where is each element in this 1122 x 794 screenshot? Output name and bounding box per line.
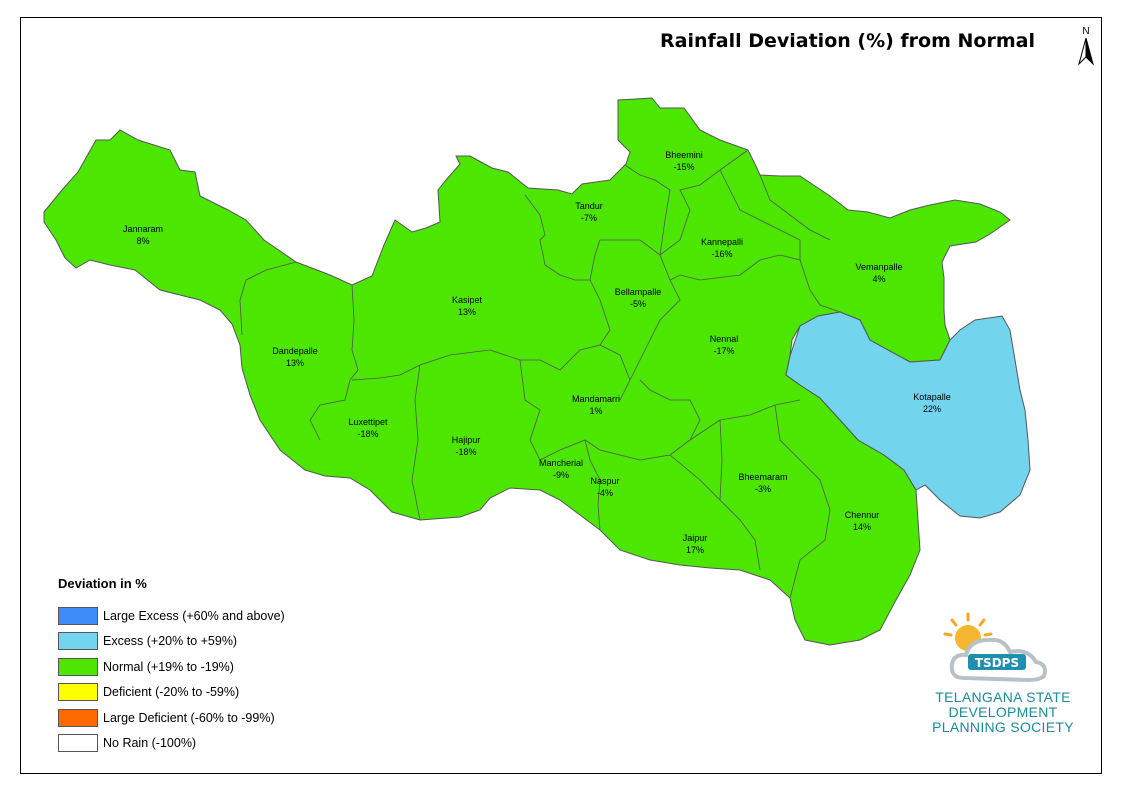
legend-label: Large Deficient (-60% to -99%) bbox=[103, 710, 275, 725]
mandal-name-tandur: Tandur bbox=[575, 201, 603, 211]
mandal-value-chennur: 14% bbox=[853, 522, 871, 532]
legend-swatch bbox=[58, 708, 98, 727]
mandal-name-kannepalli: Kannepalli bbox=[701, 237, 743, 247]
mandal-boundaries bbox=[239, 149, 841, 599]
mandal-value-bellampalle: -5% bbox=[630, 299, 646, 309]
legend-label: Normal (+19% to -19%) bbox=[103, 659, 234, 674]
logo-badge: TSDPS bbox=[975, 656, 1019, 670]
mandal-name-dandepalle: Dandepalle bbox=[272, 346, 318, 356]
mandal-name-hajipur: Hajipur bbox=[452, 435, 481, 445]
mandal-value-hajipur: -18% bbox=[455, 447, 476, 457]
mandal-name-bheemini: Bheemini bbox=[665, 150, 703, 160]
legend-title: Deviation in % bbox=[58, 576, 147, 591]
mandal-name-jaipur: Jaipur bbox=[683, 533, 708, 543]
legend-label: Deficient (-20% to -59%) bbox=[103, 685, 240, 700]
logo-line-1: TELANGANA STATE bbox=[935, 689, 1071, 705]
legend-swatch bbox=[58, 734, 98, 753]
map-frame bbox=[20, 17, 1102, 774]
mandal-name-naspur: Naspur bbox=[590, 476, 619, 486]
mandal-name-chennur: Chennur bbox=[845, 510, 880, 520]
kotapalle-region bbox=[785, 311, 1031, 519]
legend-swatch bbox=[58, 606, 98, 625]
mandal-name-kotapalle: Kotapalle bbox=[913, 392, 951, 402]
mandal-value-luxettipet: -18% bbox=[357, 429, 378, 439]
mandal-value-bheemaram: -3% bbox=[755, 484, 771, 494]
logo-line-2: DEVELOPMENT bbox=[948, 704, 1058, 720]
mandal-value-kannepalli: -16% bbox=[711, 249, 732, 259]
legend: Deviation in % Large Excess (+60% and ab… bbox=[58, 576, 285, 756]
mandal-value-mancherial: -9% bbox=[553, 470, 569, 480]
mandal-value-nennal: -17% bbox=[713, 346, 734, 356]
mandal-value-kotapalle: 22% bbox=[923, 404, 941, 414]
logo-line-3: PLANNING SOCIETY bbox=[932, 719, 1074, 735]
sun-cloud-icon: TSDPS bbox=[943, 612, 1047, 683]
mandal-name-vemanpalle: Vemanpalle bbox=[855, 262, 902, 272]
mandal-value-jaipur: 17% bbox=[686, 545, 704, 555]
legend-item: Deficient (-20% to -59%) bbox=[58, 680, 285, 706]
north-label: N bbox=[1082, 26, 1089, 37]
mandal-value-mandamarri: 1% bbox=[589, 406, 602, 416]
north-arrow-icon: N bbox=[1078, 26, 1094, 66]
legend-item: No Rain (-100%) bbox=[58, 731, 285, 757]
mandal-name-luxettipet: Luxettipet bbox=[348, 417, 388, 427]
mandal-value-jannaram: 8% bbox=[136, 236, 149, 246]
legend-swatch bbox=[58, 683, 98, 702]
legend-item: Large Deficient (-60% to -99%) bbox=[58, 705, 285, 731]
mandal-value-vemanpalle: 4% bbox=[872, 274, 885, 284]
mandal-value-bheemini: -15% bbox=[673, 162, 694, 172]
mandal-name-nennal: Nennal bbox=[710, 334, 739, 344]
legend-label: No Rain (-100%) bbox=[103, 736, 197, 751]
mandal-value-dandepalle: 13% bbox=[286, 358, 304, 368]
mandal-name-bheemaram: Bheemaram bbox=[738, 472, 787, 482]
legend-item: Excess (+20% to +59%) bbox=[58, 629, 285, 655]
district-shape bbox=[43, 97, 1011, 646]
logo-text: TELANGANA STATE DEVELOPMENT PLANNING SOC… bbox=[928, 690, 1078, 735]
map-title: Rainfall Deviation (%) from Normal bbox=[660, 30, 1035, 52]
mandal-value-naspur: -4% bbox=[597, 488, 613, 498]
mandal-name-bellampalle: Bellampalle bbox=[615, 287, 662, 297]
mandal-name-mancherial: Mancherial bbox=[539, 458, 583, 468]
mandal-name-kasipet: Kasipet bbox=[452, 295, 483, 305]
mandal-name-mandamarri: Mandamarri bbox=[572, 394, 620, 404]
legend-item: Large Excess (+60% and above) bbox=[58, 603, 285, 629]
legend-item: Normal (+19% to -19%) bbox=[58, 654, 285, 680]
mandal-value-kasipet: 13% bbox=[458, 307, 476, 317]
legend-label: Large Excess (+60% and above) bbox=[103, 608, 285, 623]
legend-swatch bbox=[58, 657, 98, 676]
mandal-value-tandur: -7% bbox=[581, 213, 597, 223]
mandal-name-jannaram: Jannaram bbox=[123, 224, 163, 234]
legend-swatch bbox=[58, 632, 98, 651]
legend-label: Excess (+20% to +59%) bbox=[103, 634, 238, 649]
mandal-labels: Bheemini -15% Tandur -7% Jannaram 8% Kannepall… bbox=[123, 150, 951, 555]
tsdps-logo: TSDPS TELANGANA STATE DEVELOPMENT PLANNI… bbox=[928, 608, 1078, 748]
